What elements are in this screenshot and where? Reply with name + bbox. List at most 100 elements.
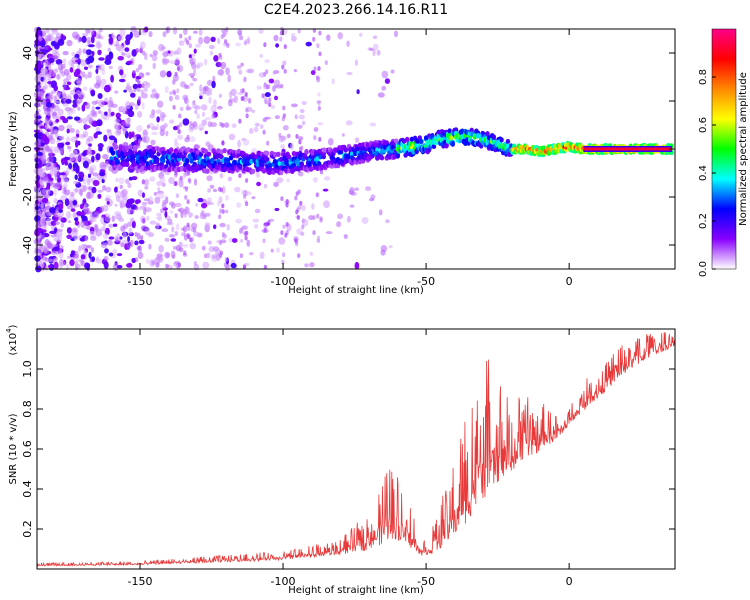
spectrogram-cell xyxy=(100,83,105,90)
spectrogram-y-label: Frequency (Hz) xyxy=(8,111,19,187)
spectrogram-cell xyxy=(251,109,255,114)
spectrogram-cell xyxy=(194,178,197,186)
spectrogram-cell xyxy=(92,172,99,177)
spectrogram-cell xyxy=(189,158,194,164)
spectrogram-cell xyxy=(313,135,317,141)
spectrogram-cell xyxy=(238,69,243,75)
spectrogram-cell xyxy=(206,151,212,157)
spectrogram-cell xyxy=(132,146,138,152)
spectrogram-cell xyxy=(87,191,94,199)
spectrogram-cell xyxy=(146,124,150,129)
spectrogram-cell xyxy=(171,226,175,233)
spectrogram-cell xyxy=(52,166,60,173)
spectrogram-cell xyxy=(46,185,51,191)
spectrogram-cell xyxy=(68,162,73,170)
spectrogram-cell xyxy=(45,189,51,195)
spectrogram-cell xyxy=(60,222,65,228)
spectrogram-cell xyxy=(53,95,57,104)
spectrogram-cell xyxy=(230,262,237,269)
spectrogram-cell xyxy=(151,88,156,93)
spectrogram-cell xyxy=(164,251,171,259)
spectrogram-cell xyxy=(241,225,248,230)
spectrogram-cell xyxy=(225,194,229,201)
spectrogram-cell xyxy=(115,112,122,119)
spectrogram-cell xyxy=(301,224,305,230)
spectrogram-cell xyxy=(154,196,161,204)
spectrogram-cell xyxy=(112,248,117,255)
spectrogram-cell xyxy=(200,104,208,111)
spectrogram-cell xyxy=(317,122,324,126)
spectrogram-cell xyxy=(354,187,360,191)
spectrogram-cell xyxy=(40,41,46,48)
spectrogram-cell xyxy=(188,43,192,49)
spectrogram-cell xyxy=(282,105,286,111)
spectrogram-cell xyxy=(213,188,217,193)
spectrogram-cell xyxy=(90,218,97,223)
spectrogram-cell xyxy=(78,171,85,180)
spectrogram-cell xyxy=(243,76,247,82)
spectrogram-cell xyxy=(47,72,52,79)
spectrogram-cell xyxy=(116,253,123,257)
spectrogram-cell xyxy=(199,84,203,92)
spectrogram-cell xyxy=(291,35,297,42)
spectrogram-cell xyxy=(143,207,147,215)
spectrogram-cell xyxy=(236,202,242,208)
spectrogram-cell xyxy=(90,236,97,241)
snr-y-tick-label: 0.8 xyxy=(21,400,34,418)
spectrogram-y-ticks: -40 -20 0 20 40 xyxy=(21,46,675,254)
spectrogram-panel: -150 -100 -50 0 -40 -20 0 20 40 Height of strai… xyxy=(8,26,676,296)
spectrogram-cell xyxy=(204,212,211,217)
spectrogram-cell xyxy=(138,138,142,144)
spectrogram-cell xyxy=(141,201,148,206)
spectrogram-cell xyxy=(124,47,130,52)
spectrogram-cell xyxy=(296,228,303,235)
spectrogram-cell xyxy=(226,42,230,49)
spectrogram-cell xyxy=(84,74,88,79)
spectrogram-cell xyxy=(74,116,81,121)
spectrogram-cell xyxy=(311,203,315,210)
spectrogram-cell xyxy=(166,26,171,34)
spectrogram-cell xyxy=(262,129,266,135)
spectrogram-cell xyxy=(272,158,278,165)
spectrogram-cell xyxy=(372,48,376,57)
spectrogram-cell xyxy=(313,127,319,132)
spectrogram-cell xyxy=(245,106,253,113)
spectrogram-cell xyxy=(137,189,144,197)
spectrogram-y-tick-label: 20 xyxy=(21,94,34,108)
spectrogram-cell xyxy=(255,171,261,178)
spectrogram-cell xyxy=(376,49,381,56)
spectrogram-cell xyxy=(280,83,284,89)
spectrogram-cell xyxy=(164,237,170,242)
spectrogram-cell xyxy=(66,234,72,239)
spectrogram-cell xyxy=(256,181,262,187)
spectrogram-cell xyxy=(247,68,255,74)
spectrogram-cell xyxy=(200,202,208,209)
spectrogram-cell xyxy=(75,77,82,84)
spectrogram-cell xyxy=(167,218,173,224)
spectrogram-cell xyxy=(309,262,315,268)
spectrogram-cell xyxy=(275,43,280,48)
spectrogram-cell xyxy=(190,212,194,217)
spectrogram-cell xyxy=(394,138,399,144)
spectrogram-cell xyxy=(218,52,222,58)
spectrogram-cell xyxy=(499,137,504,143)
spectrogram-cell xyxy=(77,35,81,44)
spectrogram-cell xyxy=(66,255,72,259)
spectrogram-cell xyxy=(140,89,144,95)
spectrogram-cell xyxy=(96,40,101,46)
spectrogram-cell xyxy=(298,204,302,210)
spectrogram-cell xyxy=(53,129,59,133)
spectrogram-cell xyxy=(99,171,106,177)
spectrogram-cell xyxy=(169,95,173,102)
spectrogram-cell xyxy=(102,222,107,227)
spectrogram-cell xyxy=(59,136,65,141)
spectrogram-cell xyxy=(56,186,60,190)
spectrogram-cell xyxy=(103,204,109,212)
spectrogram-cell xyxy=(44,257,49,263)
spectrogram-cell xyxy=(219,173,224,179)
spectrogram-cell xyxy=(217,37,221,45)
spectrogram-cell xyxy=(368,198,375,202)
snr-x-label: Height of straight line (km) xyxy=(288,585,424,596)
spectrogram-cell xyxy=(74,259,79,267)
spectrogram-cell xyxy=(505,138,511,145)
